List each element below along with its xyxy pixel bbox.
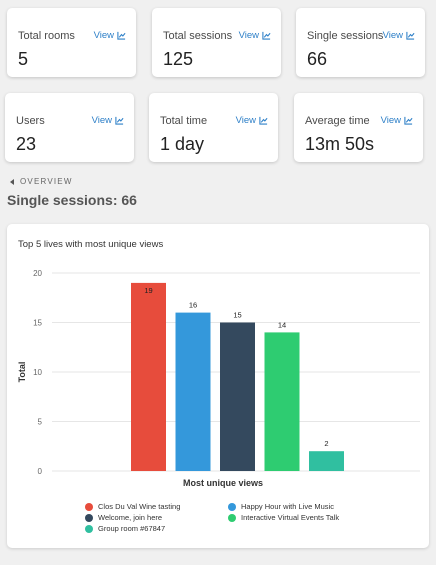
legend-label: Welcome, join here <box>98 513 163 522</box>
legend-label: Interactive Virtual Events Talk <box>241 513 340 522</box>
view-button[interactable]: View <box>92 115 124 126</box>
data-label: 14 <box>278 320 286 329</box>
chart-icon <box>259 116 268 125</box>
legend-swatch <box>228 502 236 511</box>
legend-item[interactable]: Welcome, join here <box>85 513 162 522</box>
back-label: OVERVIEW <box>20 177 73 186</box>
legend-swatch <box>228 513 236 522</box>
view-label: View <box>238 30 259 41</box>
bar <box>309 451 344 471</box>
legend-item[interactable]: Happy Hour with Live Music <box>228 502 334 511</box>
y-tick-label: 15 <box>33 319 42 328</box>
stat-value: 13m 50s <box>305 134 375 154</box>
chart-icon <box>406 31 415 40</box>
stat-label: Total sessions <box>163 30 233 42</box>
view-label: View <box>235 115 256 126</box>
y-tick-label: 0 <box>38 467 43 476</box>
legend-label: Clos Du Val Wine tasting <box>98 502 181 511</box>
stat-label: Total time <box>160 115 208 127</box>
x-axis-label: Most unique views <box>183 478 263 488</box>
legend-swatch <box>85 502 93 511</box>
view-label: View <box>380 115 401 126</box>
stat-value: 125 <box>163 49 194 69</box>
chart-icon <box>115 116 124 125</box>
chart-icon <box>262 31 271 40</box>
data-label: 19 <box>144 286 152 295</box>
data-label: 15 <box>233 311 241 320</box>
view-button[interactable]: View <box>239 30 271 41</box>
y-tick-label: 5 <box>38 418 43 427</box>
view-label: View <box>93 30 114 41</box>
legend-item[interactable]: Interactive Virtual Events Talk <box>228 513 339 522</box>
chart-title: Top 5 lives with most unique views <box>18 239 164 250</box>
bar <box>175 312 211 471</box>
view-button[interactable]: View <box>236 115 268 126</box>
stat-value: 1 day <box>160 134 205 154</box>
data-label: 2 <box>324 439 328 448</box>
stat-card-total-rooms: Total rooms View 5 <box>7 8 136 77</box>
stat-card-users: Users View 23 <box>5 93 134 162</box>
page-title: Single sessions: 66 <box>7 192 137 208</box>
chart-card: 0 5 10 15 20 Total 19 16 15 14 2 Most unique views … <box>7 224 429 548</box>
stat-card-total-sessions: Total sessions View 125 <box>152 8 281 77</box>
stat-card-single-sessions: Single sessions View 66 <box>296 8 425 77</box>
legend-swatch <box>85 524 93 533</box>
y-tick-label: 10 <box>33 368 42 377</box>
data-label: 16 <box>189 301 197 310</box>
chart-icon <box>117 31 126 40</box>
legend-swatch <box>85 513 93 522</box>
stat-label: Total rooms <box>18 30 75 42</box>
stat-label: Single sessions <box>307 30 384 42</box>
legend-label: Group room #67847 <box>98 524 166 533</box>
view-label: View <box>91 115 112 126</box>
view-button[interactable]: View <box>381 115 413 126</box>
view-button[interactable]: View <box>383 30 415 41</box>
view-label: View <box>382 30 403 41</box>
stat-value: 23 <box>16 134 37 154</box>
chart-icon <box>404 116 413 125</box>
stat-value: 66 <box>307 49 328 69</box>
legend-item[interactable]: Clos Du Val Wine tasting <box>85 502 180 511</box>
y-axis-label: Total <box>17 362 27 383</box>
bar <box>131 282 166 471</box>
legend-label: Happy Hour with Live Music <box>241 502 334 511</box>
view-button[interactable]: View <box>94 30 126 41</box>
y-tick-label: 20 <box>33 269 42 278</box>
bar-chart: 0 5 10 15 20 Total 19 16 15 14 2 Most unique views <box>17 269 420 488</box>
bar <box>220 322 255 471</box>
legend-item[interactable]: Group room #67847 <box>85 524 165 533</box>
stat-label: Average time <box>305 115 370 127</box>
back-to-overview-link[interactable]: OVERVIEW <box>10 177 73 186</box>
bar <box>264 332 300 471</box>
caret-left-icon <box>10 178 14 185</box>
stat-value: 5 <box>18 49 29 69</box>
stat-card-total-time: Total time View 1 day <box>149 93 278 162</box>
stat-label: Users <box>16 115 45 127</box>
stat-card-average-time: Average time View 13m 50s <box>294 93 423 162</box>
